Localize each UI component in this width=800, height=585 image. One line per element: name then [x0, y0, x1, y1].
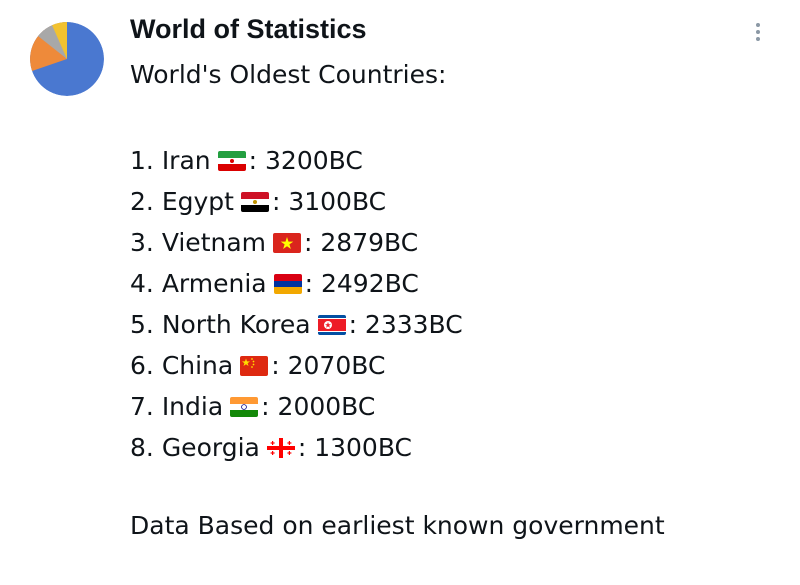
vietnam-flag-icon — [273, 232, 302, 253]
list-item: 3. Vietnam : 2879BC — [130, 222, 463, 263]
iran-flag-icon — [217, 150, 246, 171]
item-country: China — [161, 350, 234, 380]
item-year: : 1300BC — [297, 432, 413, 462]
item-year: : 2070BC — [271, 350, 386, 380]
item-year: : 2492BC — [304, 268, 419, 298]
post-footer-note: Data Based on earliest known government — [130, 511, 665, 540]
north-korea-flag-icon — [317, 314, 346, 335]
item-rank: 8. — [130, 432, 154, 462]
china-flag-icon — [240, 355, 269, 376]
item-rank: 6. — [130, 350, 154, 380]
item-year: : 2879BC — [304, 227, 419, 257]
more-options-icon[interactable] — [748, 20, 768, 50]
item-rank: 2. — [130, 186, 154, 216]
post-headline: World's Oldest Countries: — [130, 60, 447, 89]
georgia-flag-icon — [266, 437, 295, 458]
list-item: 5. North Korea : 2333BC — [130, 304, 463, 345]
country-list: 1. Iran : 3200BC 2. Egypt — [130, 140, 463, 468]
item-rank: 7. — [130, 391, 154, 421]
item-rank: 3. — [130, 227, 154, 257]
list-item: 7. India : 2000BC — [130, 386, 463, 427]
pie-chart-avatar-icon — [30, 22, 104, 96]
item-country: Armenia — [161, 268, 267, 298]
item-country: Iran — [161, 145, 211, 175]
list-item: 1. Iran : 3200BC — [130, 140, 463, 181]
item-year: : 2000BC — [261, 391, 376, 421]
list-item: 6. China : 2070BC — [130, 345, 463, 386]
item-year: : 3200BC — [248, 145, 363, 175]
india-flag-icon — [230, 396, 259, 417]
item-rank: 1. — [130, 145, 154, 175]
item-country: Egypt — [161, 186, 234, 216]
list-item: 8. Georgia : 1300BC — [130, 427, 463, 468]
item-rank: 5. — [130, 309, 154, 339]
item-year: : 3100BC — [271, 186, 387, 216]
armenia-flag-icon — [273, 273, 302, 294]
item-rank: 4. — [130, 268, 154, 298]
item-year: : 2333BC — [348, 309, 463, 339]
list-item: 2. Egypt : 3100BC — [130, 181, 463, 222]
item-country: Vietnam — [161, 227, 267, 257]
author-name[interactable]: World of Statistics — [130, 14, 367, 44]
item-country: Georgia — [161, 432, 260, 462]
list-item: 4. Armenia : 2492BC — [130, 263, 463, 304]
avatar[interactable] — [30, 22, 104, 96]
item-country: North Korea — [161, 309, 311, 339]
item-country: India — [161, 391, 224, 421]
egypt-flag-icon — [240, 191, 269, 212]
